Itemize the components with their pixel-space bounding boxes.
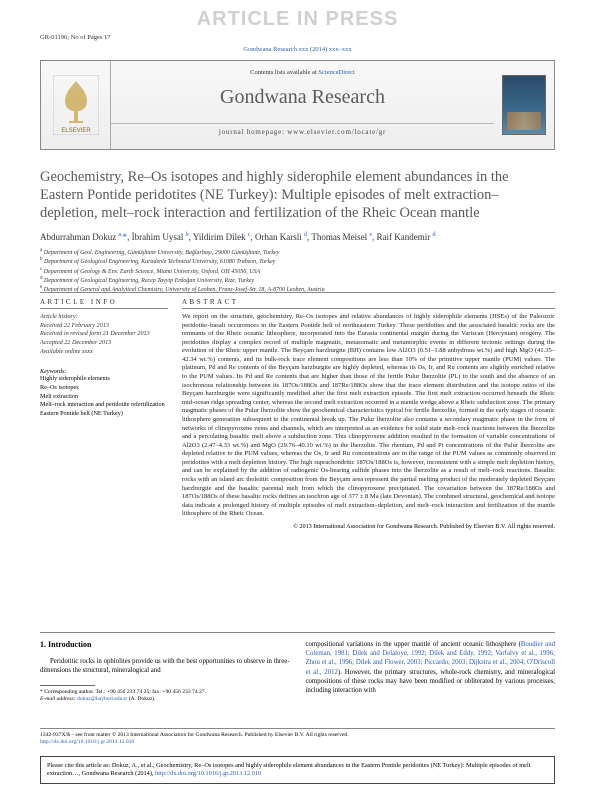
journal-ref-link[interactable]: Gondwana Research xxx (2014) xxx–xxx [243,46,351,53]
intro-heading: 1. Introduction [40,640,290,651]
masthead-center: Contents lists available at ScienceDirec… [111,61,494,149]
issn-line: 1342-937X/$ – see front matter © 2013 In… [40,732,555,739]
abstract-text: We report on the structure, geochemistry… [182,313,555,519]
journal-homepage-line: journal homepage: www.elsevier.com/locat… [111,123,494,136]
abstract-heading: ABSTRACT [182,298,555,309]
contents-lists-line: Contents lists available at ScienceDirec… [250,69,355,76]
sciencedirect-link[interactable]: ScienceDirect [318,69,354,76]
body-right-column: compositional variations in the upper ma… [306,640,556,704]
keywords-label: Keywords: [40,368,168,375]
abstract-column: ABSTRACT We report on the structure, geo… [182,298,555,530]
intro-paragraph: Peridotitic rocks in ophiolites provide … [40,657,290,675]
history-line: Received 22 February 2013 [40,322,168,331]
email-footnote: E-mail address: dokuz@bayburt.edu.tr (A.… [40,696,290,703]
history-line: Available online xxxx [40,348,168,357]
citation-text: Please cite this article as: Dokuz, A., … [47,762,530,777]
body-two-column: 1. Introduction Peridotitic rocks in oph… [40,640,555,704]
keywords-list: Highly siderophile elements Re–Os isotop… [40,375,168,418]
keyword: Melt–rock interaction and peridotite ref… [40,401,168,410]
article-info-column: ARTICLE INFO Article history: Received 2… [40,298,168,530]
citation-box: Please cite this article as: Dokuz, A., … [40,756,555,784]
section-rule [40,632,555,633]
history-line: Received in revised form 21 December 201… [40,330,168,339]
author-list: Abdurrahman Dokuz a,*, İbrahim Uysal b, … [40,232,555,242]
footer-metadata: 1342-937X/$ – see front matter © 2013 In… [40,728,555,747]
info-abstract-row: ARTICLE INFO Article history: Received 2… [40,298,555,530]
keyword: Re–Os isotopes [40,384,168,393]
footnote-rule [40,685,95,686]
publisher-logo: ELSEVIER [41,61,111,149]
section-rule [40,292,555,293]
abstract-copyright: © 2013 International Association for Gon… [182,523,555,530]
article-title: Geochemistry, Re–Os isotopes and highly … [40,168,555,222]
keyword: Highly siderophile elements [40,375,168,384]
keyword: Melt extraction [40,393,168,402]
elsevier-tree-icon: ELSEVIER [53,75,99,135]
svg-text:ELSEVIER: ELSEVIER [61,128,91,134]
cover-image-icon [502,75,546,135]
affiliations-list: a Department of Geol. Engineering, Gümüş… [40,248,555,293]
email-link[interactable]: dokuz@bayburt.edu.tr [77,696,127,702]
body-left-column: 1. Introduction Peridotitic rocks in oph… [40,640,290,704]
history-line: Accepted 22 December 2013 [40,339,168,348]
article-info-heading: ARTICLE INFO [40,298,168,309]
header-manuscript-id: GR-01196; No of Pages 17 [40,34,111,41]
journal-name: Gondwana Research [220,86,385,109]
watermark-article-in-press: ARTICLE IN PRESS [0,8,595,31]
journal-reference-line: Gondwana Research xxx (2014) xxx–xxx [0,46,595,53]
title-block: Geochemistry, Re–Os isotopes and highly … [40,168,555,294]
intro-paragraph-cont: compositional variations in the upper ma… [306,640,556,695]
journal-cover-thumbnail [494,61,554,149]
article-history: Article history: Received 22 February 20… [40,313,168,356]
doi-link[interactable]: http://dx.doi.org/10.1016/j.gr.2013.12.0… [40,739,555,746]
history-label: Article history: [40,313,168,322]
journal-masthead: ELSEVIER Contents lists available at Sci… [40,60,555,150]
contents-prefix: Contents lists available at [250,69,318,76]
keyword: Eastern Pontide belt (NE Turkey) [40,410,168,419]
